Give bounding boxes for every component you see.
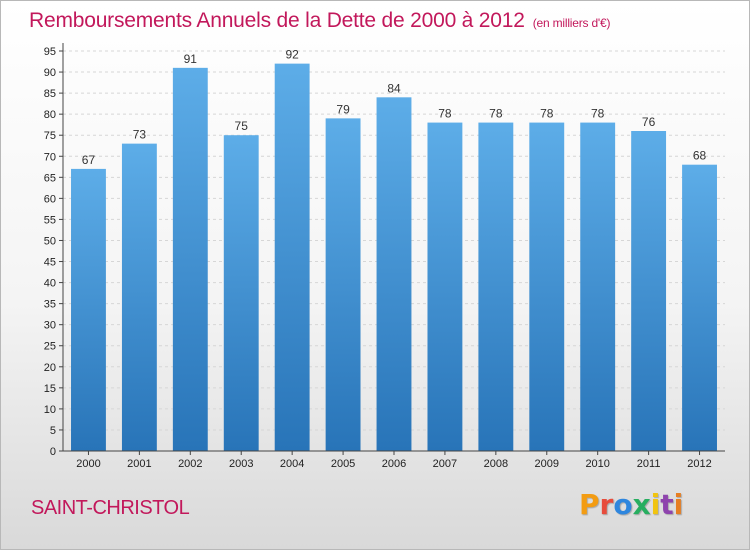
x-tick-label-2007: 2007 (433, 458, 457, 470)
logo-letter: i (650, 488, 661, 521)
y-tick-labels: 0 5 10 15 20 25 30 35 40 45 50 55 60 65 70 75 80 85 90 95 (44, 46, 56, 458)
axes (59, 43, 725, 455)
x-tick-label-2002: 2002 (178, 458, 202, 470)
x-tick-labels: 2000 2001 2002 2003 2004 2005 2006 2007 2008 2009… (76, 458, 712, 470)
bar-2002 (172, 67, 208, 451)
y-tick-label: 90 (44, 67, 56, 79)
bar-2009 (529, 122, 565, 451)
value-label-2000: 67 (82, 153, 96, 167)
value-label-2006: 84 (387, 81, 401, 95)
logo-letter: o (613, 488, 633, 521)
x-tick-label-2011: 2011 (637, 458, 661, 470)
y-tick-label: 5 (50, 425, 56, 437)
value-label-2011: 76 (642, 115, 656, 129)
y-tick-label: 80 (44, 109, 56, 121)
value-label-2002: 91 (184, 52, 198, 66)
commune-name: SAINT-CHRISTOL (31, 497, 190, 519)
bar-2006 (376, 97, 412, 451)
y-tick-label: 15 (44, 383, 56, 395)
value-label-2004: 92 (285, 48, 299, 62)
y-tick-label: 10 (44, 404, 56, 416)
y-tick-label: 75 (44, 130, 56, 142)
x-tick-label-2012: 2012 (687, 458, 711, 470)
value-label-2010: 78 (591, 107, 605, 121)
bar-2005 (325, 118, 361, 452)
y-tick-label: 20 (44, 362, 56, 374)
x-tick-label-2003: 2003 (229, 458, 253, 470)
bar-2008 (478, 122, 514, 451)
y-tick-label: 25 (44, 341, 56, 353)
y-tick-label: 70 (44, 151, 56, 163)
value-label-2007: 78 (438, 107, 452, 121)
value-label-2008: 78 (489, 107, 503, 121)
x-tick-label-2000: 2000 (76, 458, 100, 470)
logo-letter: t (660, 488, 674, 521)
logo-letter: i (673, 488, 684, 521)
value-label-2001: 73 (133, 128, 147, 142)
x-tick-label-2005: 2005 (331, 458, 355, 470)
y-tick-label: 65 (44, 172, 56, 184)
x-tick-label-2001: 2001 (127, 458, 151, 470)
value-label-2005: 79 (336, 102, 350, 116)
y-tick-label: 35 (44, 299, 56, 311)
bar-2010 (580, 122, 616, 451)
y-tick-label: 40 (44, 278, 56, 290)
value-label-2009: 78 (540, 107, 554, 121)
value-label-2012: 68 (693, 149, 707, 163)
bar-2000 (71, 168, 106, 452)
x-tick-label-2010: 2010 (585, 458, 609, 470)
value-label-2003: 75 (235, 119, 249, 133)
value-labels: 67 73 91 75 92 79 84 78 78 78 78 76 68 (82, 48, 707, 167)
title-text: Remboursements Annuels de la Dette de 20… (29, 9, 525, 32)
bar-2001 (121, 143, 157, 451)
title-unit: (en milliers d'€) (532, 16, 611, 30)
bar-2004 (274, 63, 310, 451)
x-tick-label-2009: 2009 (535, 458, 559, 470)
bar-2007 (427, 122, 463, 451)
y-tick-label: 30 (44, 320, 56, 332)
x-tick-label-2008: 2008 (484, 458, 508, 470)
bars (71, 63, 717, 452)
y-tick-label: 55 (44, 214, 56, 226)
logo-letter: r (599, 488, 614, 521)
y-tick-label: 50 (44, 235, 56, 247)
y-tick-label: 45 (44, 257, 56, 269)
y-tick-label: 95 (44, 46, 56, 58)
logo-letter: P (579, 488, 600, 521)
x-tick-label-2004: 2004 (280, 458, 304, 470)
y-tick-label: 85 (44, 88, 56, 100)
proxiti-logo: Proxiti (579, 488, 683, 521)
y-tick-label: 0 (50, 446, 56, 458)
logo-letter: x (632, 488, 651, 521)
bar-2011 (631, 131, 667, 451)
bar-2012 (682, 164, 717, 451)
x-tick-label-2006: 2006 (382, 458, 406, 470)
chart-title: Remboursements Annuels de la Dette de 20… (29, 9, 610, 33)
y-tick-label: 60 (44, 193, 56, 205)
bar-2003 (223, 135, 259, 452)
